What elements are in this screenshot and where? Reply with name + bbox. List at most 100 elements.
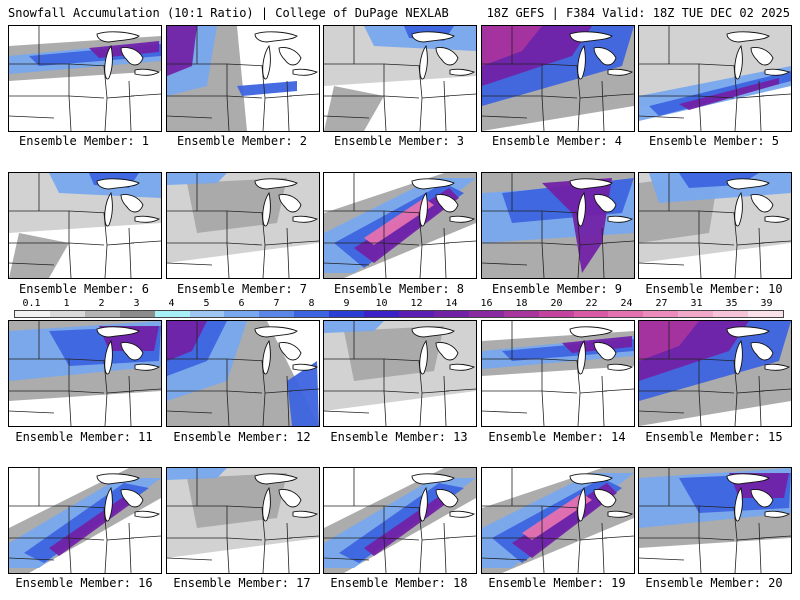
colorbar-label: 22 <box>585 298 598 309</box>
ensemble-member-label: Ensemble Member: 13 <box>330 430 468 444</box>
snowfall-map-svg <box>167 173 319 278</box>
ensemble-member-map[interactable] <box>481 467 635 574</box>
ensemble-member-map[interactable] <box>481 320 635 427</box>
snowfall-map-svg <box>167 321 319 426</box>
colorbar-segment <box>154 311 190 317</box>
snowfall-map-svg <box>167 26 319 131</box>
snowfall-map-svg <box>9 173 161 278</box>
ensemble-member-label: Ensemble Member: 8 <box>333 282 465 296</box>
ensemble-member-label: Ensemble Member: 4 <box>491 134 623 148</box>
colorbar-label: 20 <box>550 298 563 309</box>
ensemble-member-map[interactable] <box>166 467 320 574</box>
ensemble-member-label: Ensemble Member: 6 <box>18 282 150 296</box>
ensemble-member-label: Ensemble Member: 20 <box>645 576 783 590</box>
ensemble-member-map[interactable] <box>638 467 792 574</box>
snowfall-shading <box>287 361 319 426</box>
ensemble-member-map[interactable] <box>323 172 477 279</box>
snowfall-shading <box>49 493 139 556</box>
ensemble-member-label: Ensemble Member: 2 <box>176 134 308 148</box>
snowfall-shading <box>542 178 612 273</box>
snowfall-shading <box>237 81 297 96</box>
ensemble-member-label: Ensemble Member: 18 <box>330 576 468 590</box>
colorbar-segment <box>398 311 434 317</box>
ensemble-member-label: Ensemble Member: 10 <box>645 282 783 296</box>
colorbar-segment <box>468 311 504 317</box>
colorbar-labels: 0.1 1 2 3 4 5 6 7 8 9 10 12 14 16 18 20 22 24 27 31 35 39 <box>14 298 784 310</box>
colorbar-label: 5 <box>203 298 210 309</box>
ensemble-member-label: Ensemble Member: 1 <box>18 134 150 148</box>
colorbar-segment <box>49 311 85 317</box>
colorbar-label: 2 <box>98 298 105 309</box>
colorbar-label: 9 <box>343 298 350 309</box>
colorbar-segment <box>678 311 714 317</box>
ensemble-member-map[interactable] <box>638 172 792 279</box>
ensemble-member-map[interactable] <box>166 25 320 132</box>
ensemble-member-map[interactable] <box>8 467 162 574</box>
snowfall-shading <box>344 326 444 381</box>
colorbar-segment <box>748 311 783 317</box>
snowfall-shading <box>512 483 617 558</box>
colorbar-label: 7 <box>273 298 280 309</box>
model-valid-time: 18Z GEFS | F384 Valid: 18Z TUE DEC 02 20… <box>486 6 790 20</box>
ensemble-member-label: Ensemble Member: 12 <box>173 430 311 444</box>
ensemble-member-label: Ensemble Member: 5 <box>648 134 780 148</box>
ensemble-member-map[interactable] <box>8 25 162 132</box>
colorbar-segment <box>259 311 295 317</box>
ensemble-member-label: Ensemble Member: 14 <box>488 430 626 444</box>
colorbar-label: 10 <box>375 298 388 309</box>
snowfall-map-svg <box>9 26 161 131</box>
ensemble-member-label: Ensemble Member: 9 <box>491 282 623 296</box>
ensemble-member-map[interactable] <box>166 172 320 279</box>
ensemble-member-map[interactable] <box>8 172 162 279</box>
ensemble-member-map[interactable] <box>481 172 635 279</box>
colorbar-label: 4 <box>168 298 175 309</box>
ensemble-member-label: Ensemble Member: 11 <box>15 430 153 444</box>
ensemble-member-label: Ensemble Member: 7 <box>176 282 308 296</box>
colorbar-label: 31 <box>690 298 703 309</box>
ensemble-member-map[interactable] <box>638 320 792 427</box>
snowfall-map-svg <box>9 321 161 426</box>
colorbar-label: 3 <box>133 298 140 309</box>
colorbar-segment <box>84 311 120 317</box>
snowfall-map-svg <box>482 468 634 573</box>
colorbar-label: 24 <box>620 298 633 309</box>
ensemble-member-map[interactable] <box>481 25 635 132</box>
ensemble-member-map[interactable] <box>323 25 477 132</box>
colorbar-segment <box>538 311 574 317</box>
snowfall-map-svg <box>9 468 161 573</box>
colorbar-segment <box>189 311 225 317</box>
ensemble-member-map[interactable] <box>638 25 792 132</box>
colorbar-segment <box>294 311 330 317</box>
snowfall-shading <box>522 493 592 540</box>
snowfall-shading <box>354 188 459 263</box>
colorbar-label: 27 <box>655 298 668 309</box>
colorbar-segment <box>608 311 644 317</box>
snowfall-shading <box>364 493 454 556</box>
snowfall-shading <box>679 78 779 110</box>
ensemble-member-map[interactable] <box>166 320 320 427</box>
snowfall-map-svg <box>639 321 791 426</box>
snowfall-shading <box>364 198 434 245</box>
colorbar-segment <box>364 311 399 317</box>
colorbar-segment <box>15 311 50 317</box>
colorbar-label: 16 <box>480 298 493 309</box>
ensemble-member-map[interactable] <box>323 320 477 427</box>
snowfall-colorbar <box>14 310 784 318</box>
snowfall-map-svg <box>639 26 791 131</box>
colorbar-label: 8 <box>308 298 315 309</box>
snowfall-map-svg <box>639 468 791 573</box>
colorbar-segment <box>433 311 469 317</box>
ensemble-member-label: Ensemble Member: 3 <box>333 134 465 148</box>
ensemble-member-label: Ensemble Member: 16 <box>15 576 153 590</box>
colorbar-label: 0.1 <box>22 298 41 309</box>
colorbar-segment <box>503 311 539 317</box>
snowfall-shading <box>9 233 69 278</box>
ensemble-member-map[interactable] <box>323 467 477 574</box>
snowfall-map-svg <box>167 468 319 573</box>
ensemble-member-label: Ensemble Member: 19 <box>488 576 626 590</box>
ensemble-member-map[interactable] <box>8 320 162 427</box>
snowfall-map-svg <box>482 173 634 278</box>
ensemble-member-label: Ensemble Member: 15 <box>645 430 783 444</box>
map-title: Snowfall Accumulation (10:1 Ratio) | Col… <box>8 6 449 20</box>
ensemble-member-label: Ensemble Member: 17 <box>173 576 311 590</box>
